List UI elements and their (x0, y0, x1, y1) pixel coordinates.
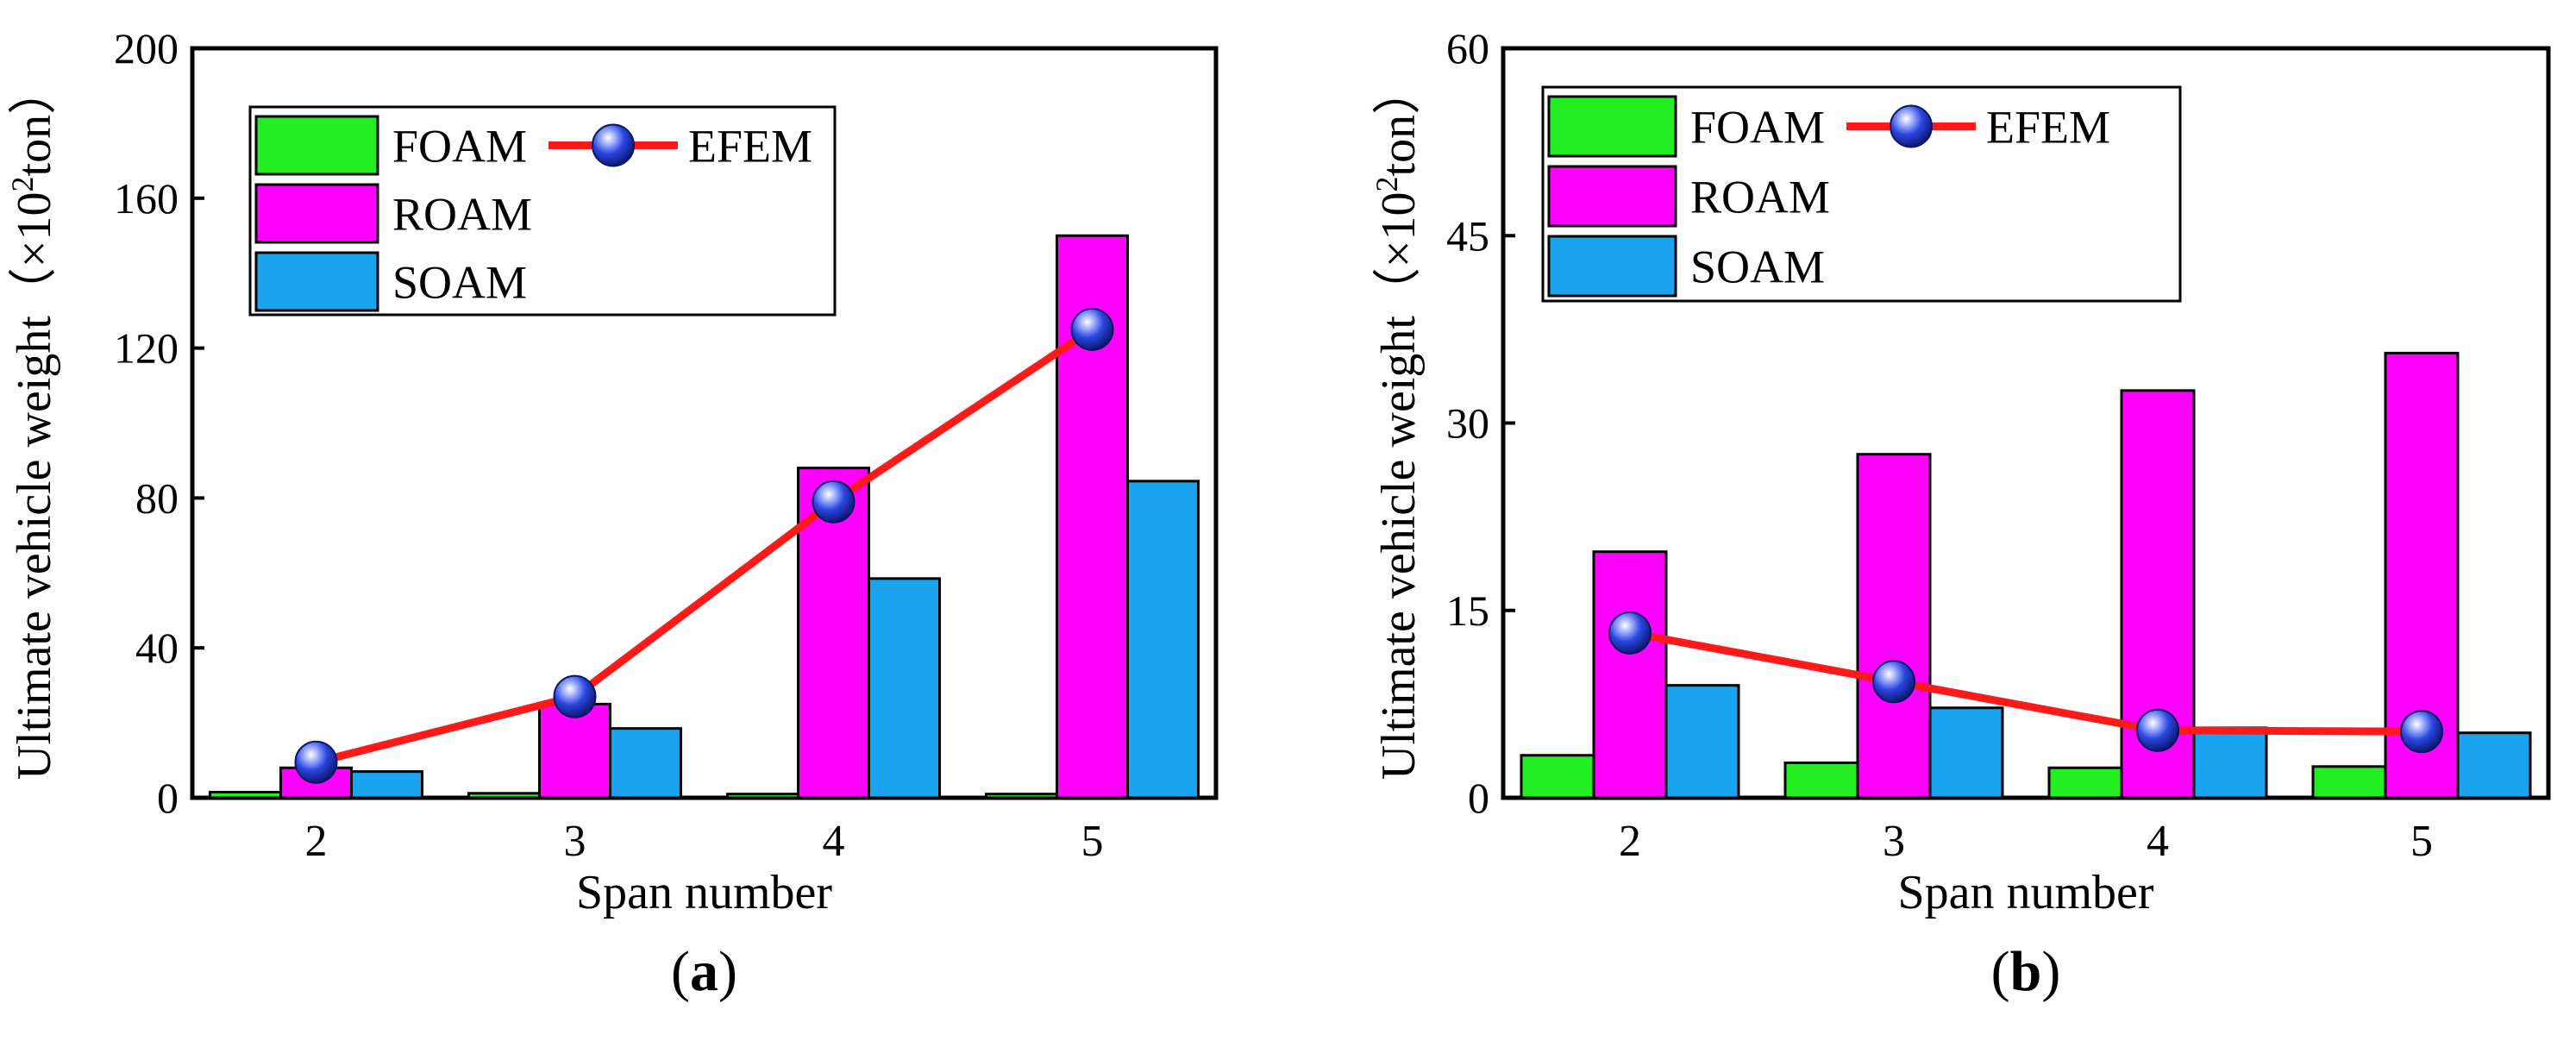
bar-foam-4 (726, 793, 799, 800)
bar-foam-3 (467, 792, 541, 800)
legend-swatch-foam (254, 115, 379, 176)
legend-swatch-roam (254, 183, 379, 244)
bar-soam-3 (1928, 706, 2004, 800)
y-tick-label: 200 (114, 24, 179, 72)
y-tick-label: 120 (114, 324, 179, 373)
y-tick-label: 30 (1446, 399, 1489, 448)
x-tick-label: 3 (564, 817, 586, 866)
panel-label-open: ( (671, 940, 690, 1003)
marker-efem-2 (294, 740, 338, 784)
y-tick-label: 15 (1446, 586, 1489, 635)
legend-swatch-soam (254, 251, 379, 312)
bar-roam-2 (1592, 550, 1668, 800)
marker-efem-5 (2400, 710, 2443, 754)
bar-foam-3 (1783, 761, 1859, 800)
y-axis-title-unit-pre: （×10 (8, 191, 61, 316)
panel-label: (b) (1991, 940, 2061, 1003)
legend-label-roam: ROAM (1690, 172, 1830, 223)
panel-label-close: ) (718, 940, 737, 1003)
legend-label-efem: EFEM (688, 121, 812, 172)
x-tick-label: 5 (1081, 817, 1104, 866)
bar-soam-5 (1126, 480, 1200, 800)
x-axis-title: Span number (1897, 866, 2153, 919)
bar-foam-2 (1520, 754, 1595, 800)
bar-foam-2 (209, 790, 282, 800)
bar-roam-3 (1856, 453, 1932, 800)
y-axis-title-unit-sup: 2 (5, 176, 40, 191)
legend-marker-efem (592, 123, 635, 167)
y-tick-label: 45 (1446, 211, 1489, 260)
legend-label-foam: FOAM (392, 121, 527, 172)
panel-label-open: ( (1991, 940, 2010, 1003)
legend-swatch-soam (1547, 235, 1677, 298)
y-axis-title-unit-sup: 2 (1369, 176, 1404, 191)
x-tick-label: 2 (1619, 817, 1641, 866)
x-tick-label: 3 (1883, 817, 1905, 866)
bar-soam-3 (609, 727, 682, 800)
legend-label-soam: SOAM (1690, 241, 1825, 293)
y-axis-title-main: Ultimate vehicle weight (8, 316, 61, 780)
bar-soam-4 (2192, 726, 2268, 800)
marker-efem-4 (2136, 708, 2179, 752)
x-tick-label: 5 (2410, 817, 2433, 866)
y-axis-title: Ultimate vehicle weight（×102ton） (1369, 66, 1426, 780)
x-axis-title: Span number (576, 866, 832, 919)
bar-foam-4 (2047, 766, 2123, 800)
legend-swatch-foam (1547, 95, 1677, 158)
y-axis-title-main: Ultimate vehicle weight (1372, 316, 1426, 780)
series-line-efem (315, 326, 1094, 767)
y-tick-label: 0 (1468, 774, 1489, 822)
y-tick-label: 160 (114, 174, 179, 223)
bar-soam-5 (2456, 731, 2532, 800)
y-tick-label: 60 (1446, 24, 1489, 72)
y-tick-label: 80 (135, 473, 179, 522)
plot-frame (190, 46, 1219, 800)
marker-efem-4 (812, 480, 856, 524)
y-tick-label: 40 (135, 624, 179, 672)
y-axis-title-unit-pre: （×10 (1372, 191, 1426, 316)
legend-marker-efem (1890, 104, 1933, 148)
legend-label-soam: SOAM (392, 257, 527, 309)
x-tick-label: 4 (2147, 817, 2169, 866)
x-tick-label: 4 (823, 817, 845, 866)
bar-foam-5 (985, 793, 1058, 800)
marker-efem-2 (1608, 611, 1652, 655)
panel-label-close: ) (2041, 940, 2060, 1003)
y-axis-title: Ultimate vehicle weight（×102ton） (5, 66, 61, 780)
bar-soam-2 (350, 770, 423, 800)
series-line-efem (1629, 629, 2422, 736)
legend-label-foam: FOAM (1690, 102, 1825, 154)
panel-label-letter: a (690, 940, 718, 1003)
marker-efem-3 (553, 674, 597, 718)
y-axis-title-unit-post: ton） (8, 66, 61, 177)
marker-efem-3 (1872, 660, 1915, 704)
bar-roam-3 (538, 702, 611, 800)
legend-label-efem: EFEM (1986, 102, 2110, 154)
legend-swatch-roam (1547, 165, 1677, 228)
chart-a: 0 40 80 120 160 200 2 3 4 5 FOAM ROAM SOAM EFEM Span n… (5, 24, 1219, 1003)
panel-label: (a) (671, 940, 737, 1003)
bar-soam-2 (1664, 684, 1740, 800)
y-axis-title-unit-post: ton） (1372, 66, 1426, 177)
y-tick-label: 0 (157, 774, 179, 822)
bar-soam-4 (868, 577, 941, 800)
bar-foam-5 (2311, 765, 2387, 800)
panel-label-letter: b (2010, 940, 2042, 1003)
x-tick-label: 2 (305, 817, 328, 866)
marker-efem-5 (1070, 307, 1114, 351)
legend-label-roam: ROAM (392, 189, 532, 241)
